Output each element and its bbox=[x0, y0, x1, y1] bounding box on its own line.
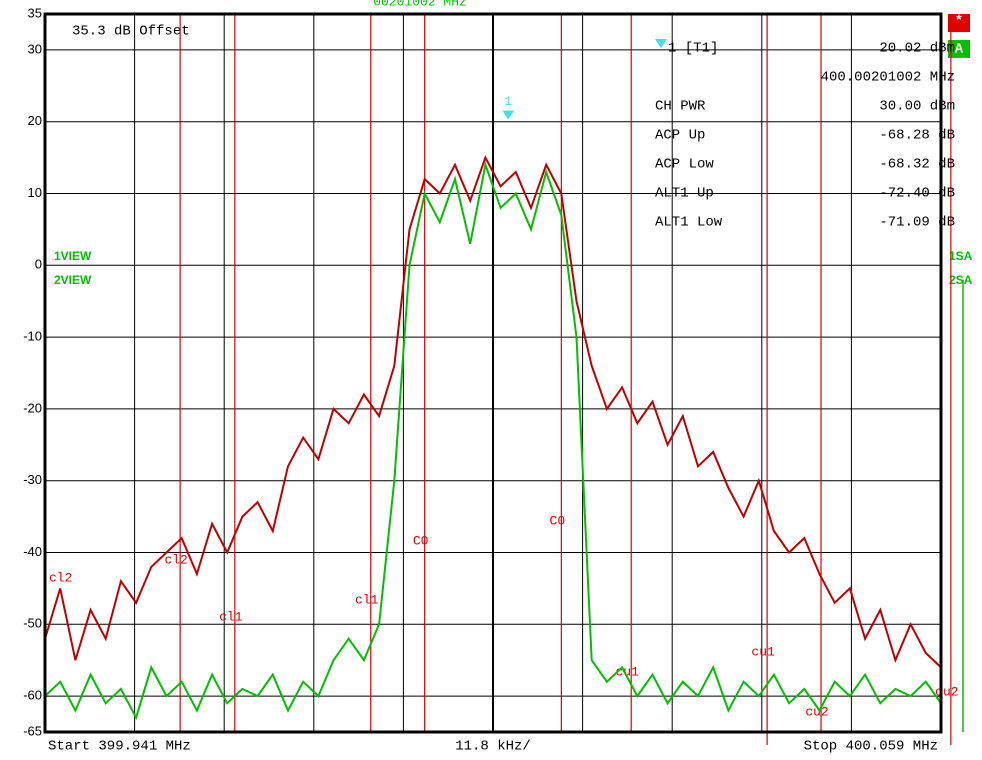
status-star-box bbox=[948, 14, 970, 32]
plot-frame bbox=[43, 12, 943, 734]
readout-value: 30.00 dBm bbox=[879, 99, 955, 115]
marker-label: 1 bbox=[504, 94, 512, 109]
y-tick-label: -30 bbox=[23, 472, 42, 487]
readout-value: -72.40 dB bbox=[879, 186, 955, 202]
marker-icon bbox=[655, 39, 667, 48]
y-tick-label: 0 bbox=[35, 257, 42, 272]
y-tick-label: 20 bbox=[28, 113, 42, 128]
readout-label: CH PWR bbox=[655, 99, 706, 115]
stop-label: Stop 400.059 MHz bbox=[804, 739, 938, 755]
y-tick-label: 10 bbox=[28, 185, 42, 200]
y-tick-label: 35 bbox=[28, 5, 42, 20]
y-tick-label: -40 bbox=[23, 544, 42, 559]
view-label: 1VIEW bbox=[54, 249, 92, 263]
channel-label: cl2 bbox=[164, 552, 187, 567]
channel-label: C0 bbox=[413, 533, 429, 548]
readout-label: ACP Up bbox=[655, 128, 705, 144]
channel-label: cl1 bbox=[219, 609, 243, 624]
top-frequency: 00201002 MHz bbox=[373, 0, 467, 9]
channel-label: cl1 bbox=[355, 592, 379, 607]
channel-label: cu2 bbox=[805, 704, 828, 719]
readout-label: ALT1 Low bbox=[655, 215, 723, 231]
marker bbox=[502, 110, 515, 120]
channel-label: cl2 bbox=[49, 570, 72, 585]
sa-label: 1SA bbox=[949, 249, 973, 263]
readout-value: -68.32 dB bbox=[879, 157, 955, 173]
start-label: Start 399.941 MHz bbox=[48, 739, 191, 755]
trace bbox=[44, 160, 942, 721]
status-a-box bbox=[948, 40, 970, 58]
offset-text: 35.3 dB Offset bbox=[72, 24, 190, 40]
y-tick-label: 30 bbox=[28, 41, 42, 56]
channel-label: cu1 bbox=[751, 644, 775, 659]
readout-label: ACP Low bbox=[655, 157, 714, 173]
readout-value: -68.28 dB bbox=[879, 128, 955, 144]
y-tick-label: -60 bbox=[23, 688, 42, 703]
readout-value: -71.09 dB bbox=[879, 215, 955, 231]
marker-name: 1 [T1] bbox=[668, 41, 718, 57]
y-tick-label: -65 bbox=[23, 723, 42, 738]
marker-level: 20.02 dBm bbox=[879, 41, 955, 57]
y-tick-label: -10 bbox=[23, 329, 42, 344]
trace bbox=[44, 155, 942, 669]
y-tick-label: -20 bbox=[23, 400, 42, 415]
channel-label: C0 bbox=[550, 513, 566, 528]
readout-label: ALT1 Up bbox=[655, 186, 714, 202]
span-label: 11.8 kHz/ bbox=[455, 739, 531, 755]
sa-label: 2SA bbox=[949, 273, 973, 287]
channel-label: cu2 bbox=[935, 684, 958, 699]
view-label: 2VIEW bbox=[54, 273, 92, 287]
status-star: * bbox=[955, 14, 963, 30]
status-a: A bbox=[955, 42, 964, 58]
marker-frequency: 400.00201002 MHz bbox=[821, 70, 955, 86]
y-tick-label: -50 bbox=[23, 616, 42, 631]
